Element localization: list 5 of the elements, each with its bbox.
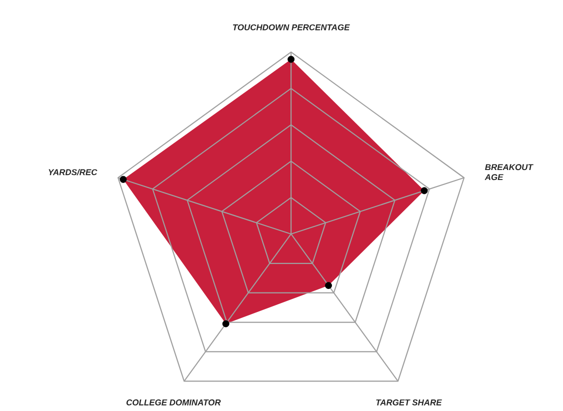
spoke-label: TOUCHDOWN PERCENTAGE — [232, 24, 350, 30]
spoke-label: YARDS/REC — [48, 168, 98, 176]
spoke-label: TARGET SHARE — [376, 399, 442, 406]
spoke-label: COLLEGE DOMINATOR — [126, 399, 221, 406]
spoke-label: BREAKOUT AGE — [484, 164, 534, 180]
